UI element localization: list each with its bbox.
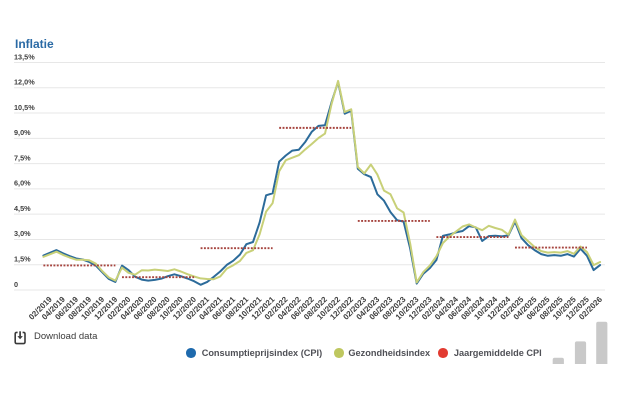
svg-text:0: 0 <box>14 280 18 289</box>
svg-text:10,5%: 10,5% <box>14 103 35 112</box>
svg-text:1,5%: 1,5% <box>14 255 31 264</box>
svg-text:6,0%: 6,0% <box>14 179 31 188</box>
svg-text:12,0%: 12,0% <box>14 78 35 87</box>
svg-text:7,5%: 7,5% <box>14 153 31 162</box>
svg-text:3,0%: 3,0% <box>14 229 31 238</box>
svg-text:4,5%: 4,5% <box>14 204 31 213</box>
svg-text:9,0%: 9,0% <box>14 128 31 137</box>
svg-text:13,5%: 13,5% <box>14 52 35 61</box>
